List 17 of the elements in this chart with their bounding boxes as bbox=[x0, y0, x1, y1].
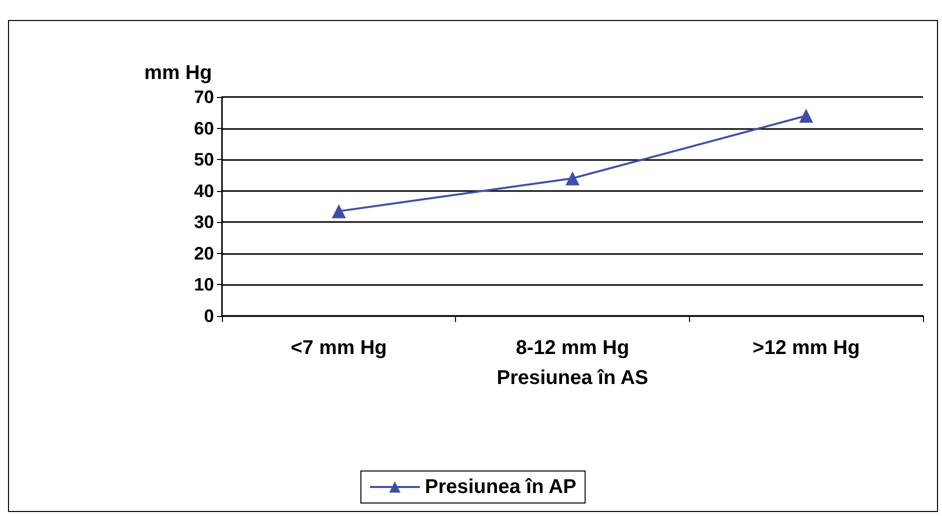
point bbox=[332, 204, 346, 218]
y-tick-label: 10 bbox=[194, 274, 214, 295]
x-axis-title: Presiunea în AS bbox=[496, 367, 648, 389]
y-tick-label: 20 bbox=[194, 243, 214, 264]
x-tick-label: <7 mm Hg bbox=[290, 337, 387, 359]
x-tick-label: 8-12 mm Hg bbox=[516, 337, 630, 359]
point bbox=[799, 108, 814, 123]
y-tick-label: 50 bbox=[194, 150, 214, 170]
y-tick-label: 70 bbox=[194, 87, 214, 107]
y-tick-label: 40 bbox=[194, 180, 214, 201]
point bbox=[566, 171, 580, 186]
y-axis-title: mm Hg bbox=[144, 62, 212, 84]
y-tick-label: 0 bbox=[204, 306, 214, 326]
y-tick-label: 30 bbox=[194, 212, 214, 232]
x-tick-label: >12 mm Hg bbox=[752, 337, 860, 359]
y-tick-label: 60 bbox=[194, 118, 214, 138]
legend-label: Presiunea în AP bbox=[424, 476, 576, 498]
